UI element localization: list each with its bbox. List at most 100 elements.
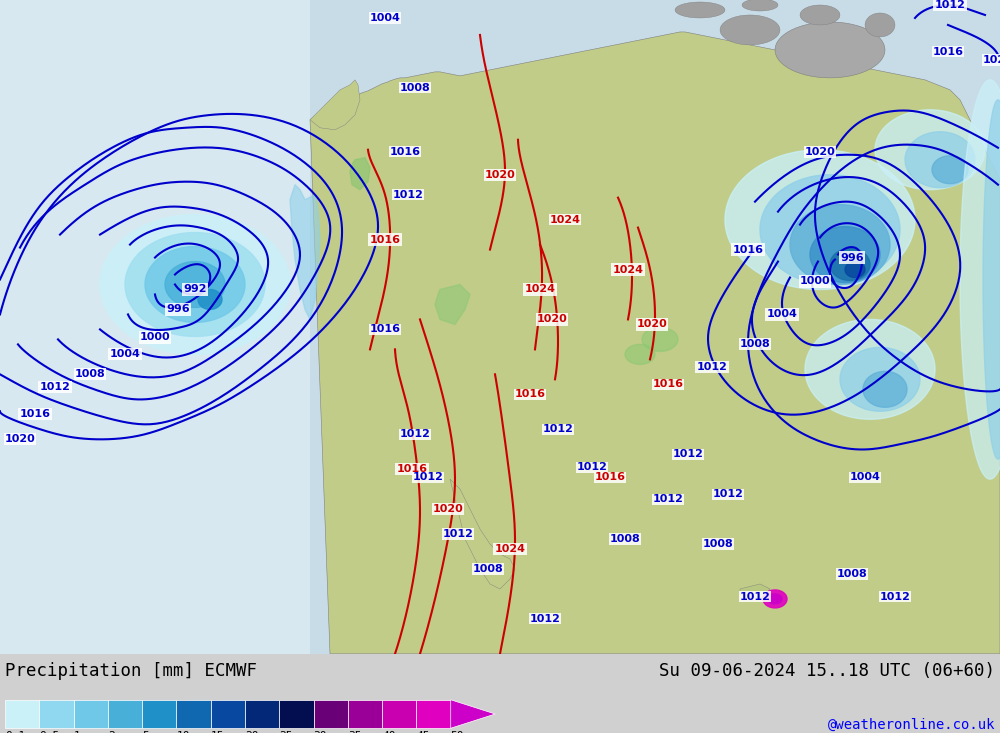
Text: 1008: 1008 [837,569,867,579]
Text: 1012: 1012 [543,424,573,434]
Bar [314,700,348,729]
Polygon shape [800,5,840,25]
Text: 1008: 1008 [400,83,430,93]
Polygon shape [165,262,225,307]
Text: 1016: 1016 [732,245,764,254]
Text: 1016: 1016 [514,389,546,399]
Text: 1008: 1008 [703,539,733,549]
Text: 1008: 1008 [610,534,640,544]
Text: 996: 996 [166,304,190,314]
Polygon shape [790,205,890,284]
Text: 5: 5 [142,732,149,733]
Polygon shape [875,110,985,190]
Text: 1016: 1016 [396,464,428,474]
Bar [5,700,39,729]
Text: 1020: 1020 [637,320,667,329]
Text: 1008: 1008 [473,564,503,574]
Text: Precipitation [mm] ECMWF: Precipitation [mm] ECMWF [5,662,257,679]
Bar [211,700,245,729]
Bar [39,700,74,729]
Text: 1024: 1024 [550,215,580,224]
Polygon shape [450,479,515,589]
Text: 1008: 1008 [740,339,770,350]
Text: 1008: 1008 [75,369,105,380]
Text: 50: 50 [451,732,464,733]
Text: 1004: 1004 [850,472,880,482]
Text: 1000: 1000 [800,276,830,287]
Polygon shape [100,215,290,354]
Text: 1016: 1016 [370,235,400,245]
Polygon shape [435,284,470,325]
Text: 30: 30 [314,732,327,733]
Text: 1012: 1012 [880,592,910,602]
Text: 1004: 1004 [767,309,797,320]
Bar [108,700,142,729]
Polygon shape [310,80,360,130]
Polygon shape [451,700,495,729]
Polygon shape [625,345,655,364]
Text: 1020: 1020 [5,434,35,444]
Polygon shape [198,290,222,309]
Text: 1020: 1020 [537,314,567,325]
Text: 1012: 1012 [40,383,70,392]
Bar [382,700,416,729]
Text: 1020: 1020 [433,504,463,514]
Polygon shape [840,347,920,411]
Text: 1012: 1012 [740,592,770,602]
Polygon shape [720,15,780,45]
Text: 1024: 1024 [494,544,526,554]
Text: 992: 992 [183,284,207,295]
Text: 2: 2 [108,732,115,733]
Text: 40: 40 [382,732,396,733]
Bar [142,700,176,729]
Text: 0.5: 0.5 [39,732,60,733]
Bar [279,700,314,729]
Text: 1012: 1012 [673,449,703,459]
Polygon shape [725,150,915,290]
Polygon shape [642,328,678,351]
Text: 1012: 1012 [443,529,473,539]
Text: 1012: 1012 [400,430,430,439]
Polygon shape [742,0,778,11]
Text: 1016: 1016 [652,379,684,389]
Text: 1012: 1012 [413,472,443,482]
Text: 15: 15 [211,732,224,733]
Bar [348,700,382,729]
Polygon shape [125,232,265,336]
Bar [176,700,211,729]
Polygon shape [740,584,770,599]
Text: 1004: 1004 [110,350,140,359]
Text: 1012: 1012 [697,362,727,372]
Text: 10: 10 [176,732,190,733]
Polygon shape [763,590,787,608]
Polygon shape [760,174,900,284]
Polygon shape [775,22,885,78]
Text: 1016: 1016 [932,47,964,57]
Text: 1016: 1016 [390,147,420,157]
Text: 1000: 1000 [140,332,170,342]
Text: 1016: 1016 [20,409,50,419]
Polygon shape [350,158,370,190]
Text: 996: 996 [840,253,864,262]
Text: 45: 45 [416,732,430,733]
Text: 1016: 1016 [594,472,626,482]
Polygon shape [905,132,975,188]
Text: 0.1: 0.1 [5,732,25,733]
Polygon shape [960,80,1000,479]
Polygon shape [310,32,1000,654]
Text: 1024: 1024 [524,284,556,295]
Text: 1012: 1012 [393,190,423,199]
Polygon shape [675,2,725,18]
Polygon shape [830,248,870,281]
Text: 1016: 1016 [370,325,400,334]
Bar [0,0,310,654]
Text: 1020: 1020 [983,55,1000,65]
Polygon shape [932,155,968,184]
Text: 1: 1 [74,732,80,733]
Text: 25: 25 [279,732,293,733]
Polygon shape [290,185,320,320]
Polygon shape [145,246,245,323]
Text: 1012: 1012 [653,494,683,504]
Polygon shape [845,262,865,278]
Polygon shape [865,13,895,37]
